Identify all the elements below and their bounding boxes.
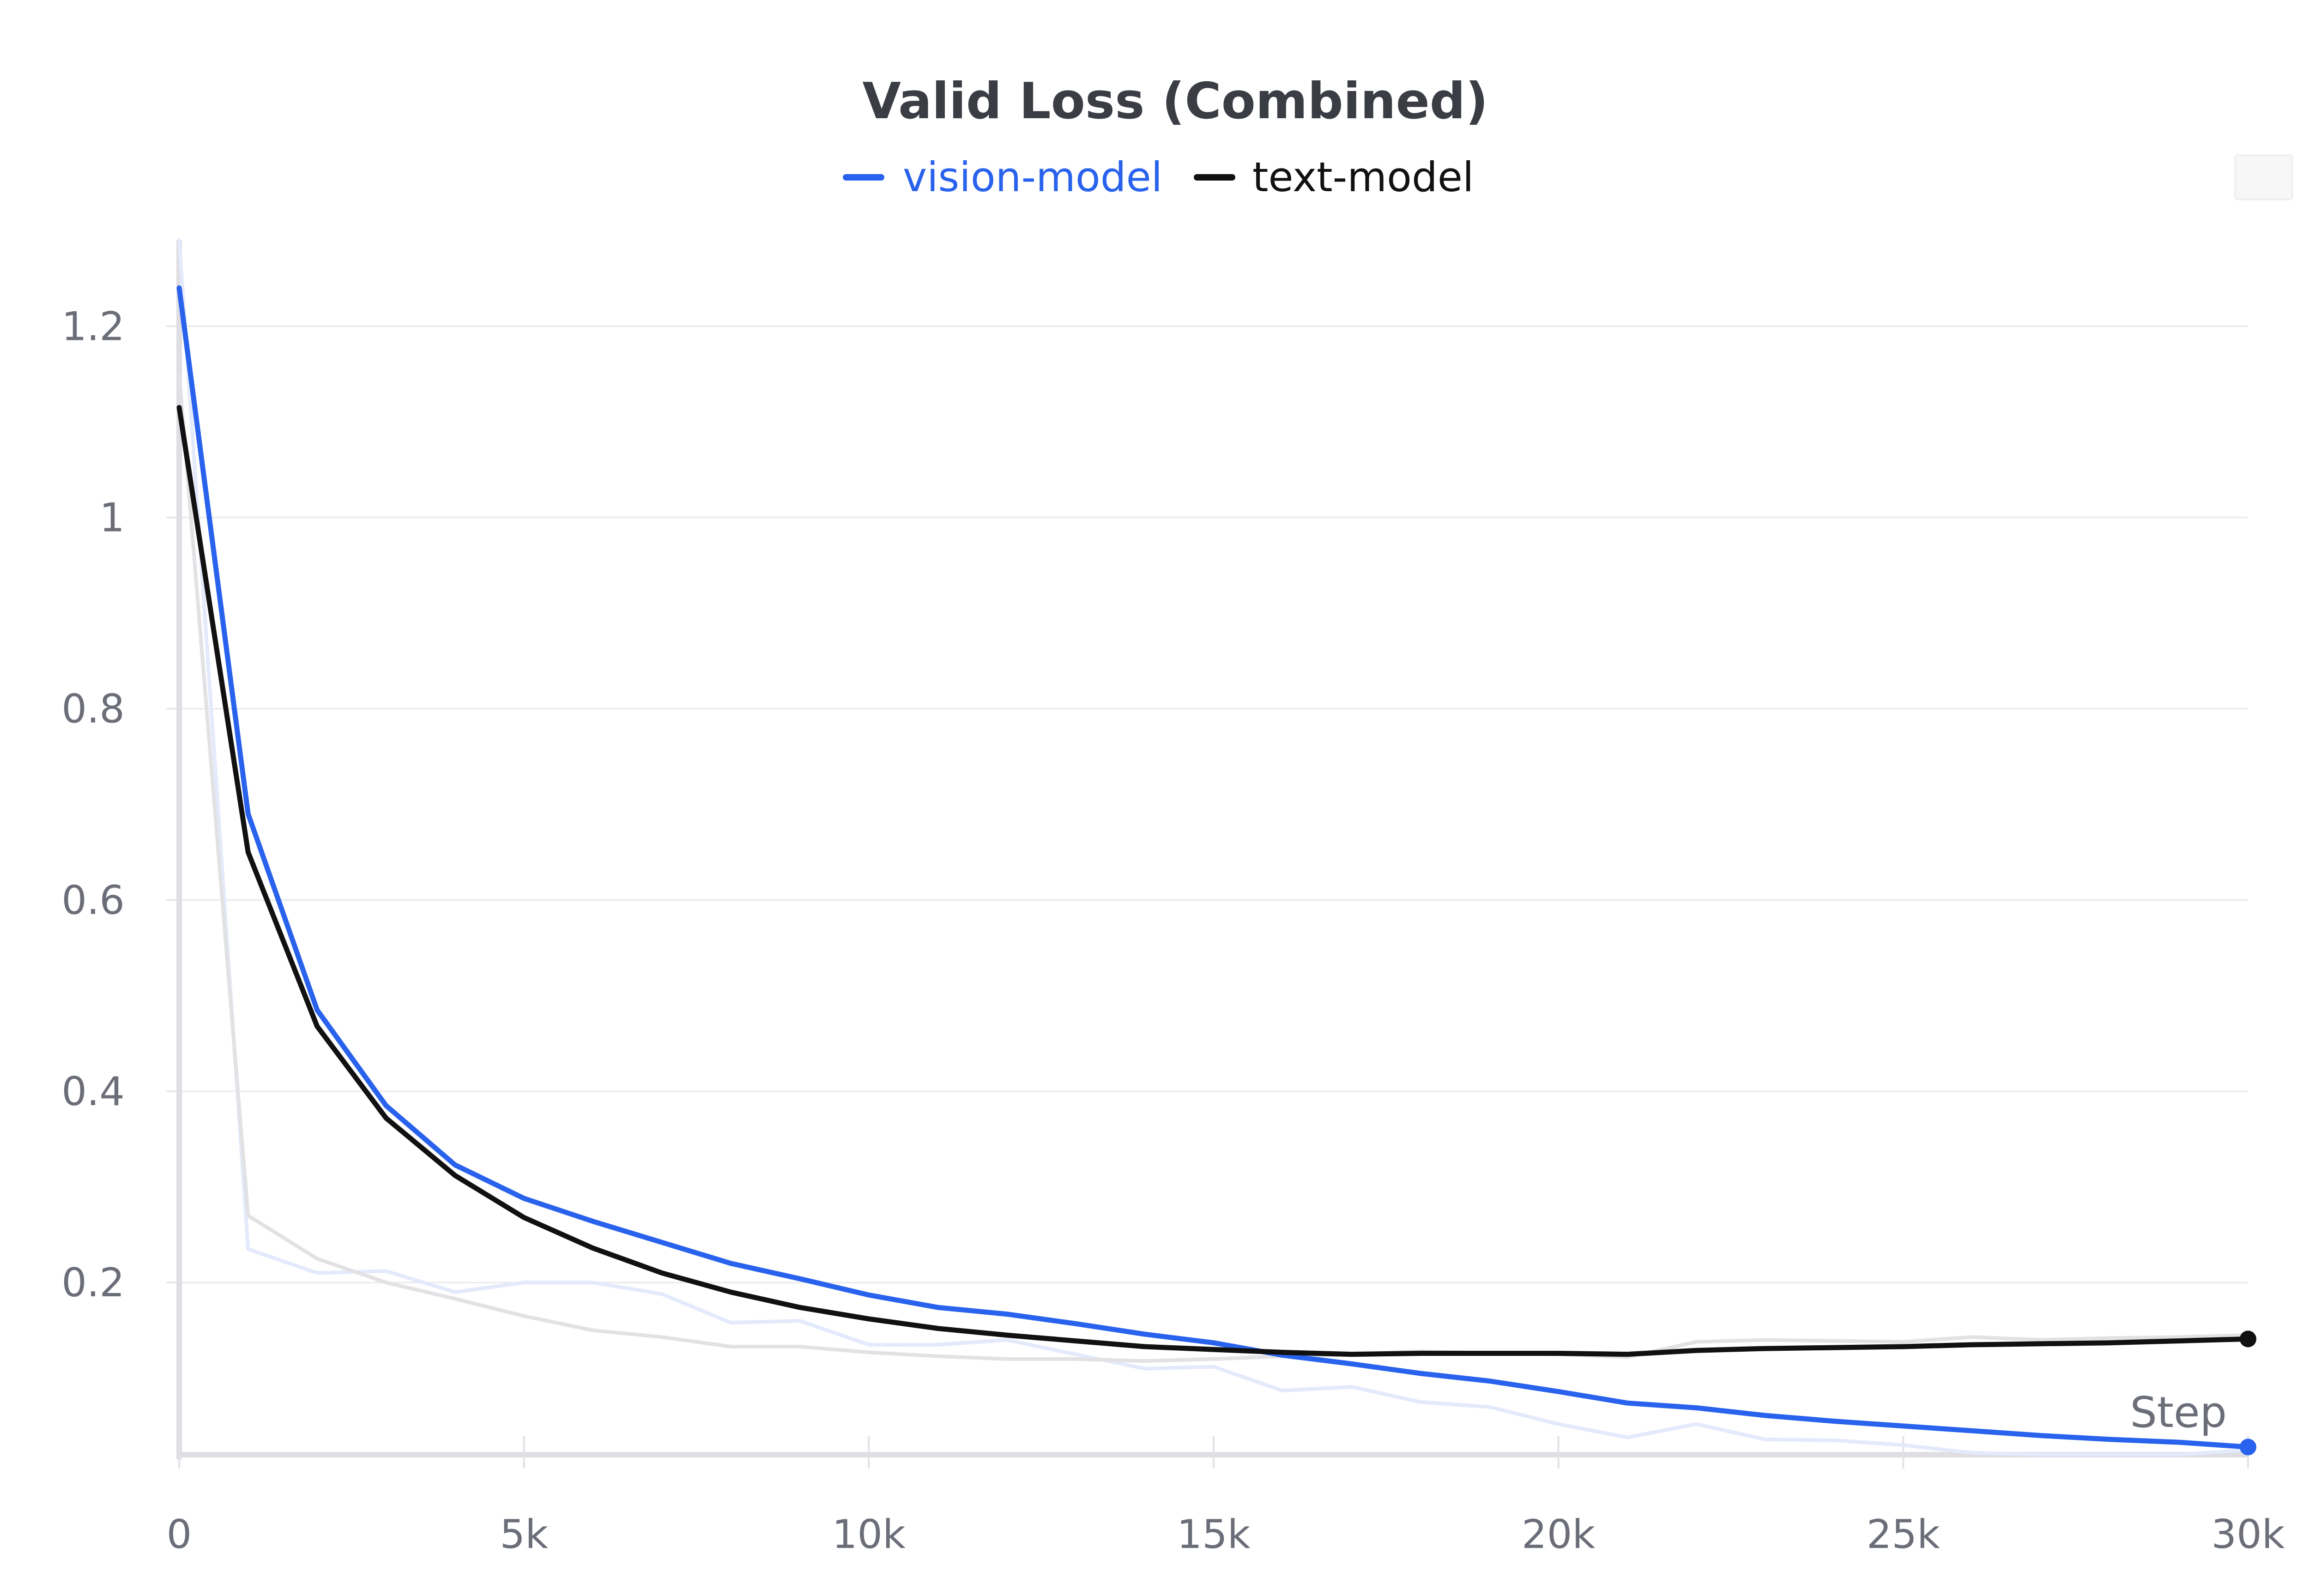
series-line-vision-model[interactable] — [176, 285, 2251, 1450]
series-endpoints — [2240, 1330, 2256, 1456]
x-tick-label: 5k — [500, 1511, 548, 1558]
y-tick-label: 0.8 — [61, 686, 125, 732]
axes — [166, 240, 2249, 1469]
chart-title: Valid Loss (Combined) — [862, 73, 1488, 130]
series-endpoint-vision-model — [2240, 1439, 2256, 1456]
x-tick-label: 0 — [167, 1511, 192, 1558]
smoothed-series — [176, 285, 2251, 1450]
x-tick-label: 30k — [2211, 1511, 2285, 1558]
tick-labels: 0.2 0.4 0.6 0.8 1 1.2 0 5k 10k 15k 20k 25k 30k — [61, 303, 2285, 1558]
raw-series — [177, 238, 2250, 1457]
y-tick-label: 0.2 — [61, 1260, 125, 1306]
legend-label-vision-model[interactable]: vision-model — [903, 153, 1162, 201]
legend-label-text-model[interactable]: text-model — [1252, 153, 1474, 201]
series-endpoint-text-model — [2240, 1330, 2256, 1348]
x-axis-title: Step — [2130, 1388, 2227, 1437]
y-tick-label: 0.4 — [61, 1069, 125, 1115]
series-line-text-model[interactable] — [176, 405, 2251, 1357]
y-tick-label: 1.2 — [61, 303, 125, 350]
raw-line-vision-model — [177, 238, 2250, 1457]
y-tick-label: 1 — [99, 495, 125, 541]
x-tick-label: 25k — [1867, 1511, 1940, 1558]
x-tick-label: 20k — [1522, 1511, 1595, 1558]
panel-control-button[interactable] — [2234, 154, 2293, 200]
x-tick-label: 15k — [1177, 1511, 1250, 1558]
legend: vision-model text-model — [843, 153, 1474, 201]
y-tick-label: 0.6 — [61, 877, 125, 924]
raw-line-text-model — [177, 372, 2250, 1363]
x-tick-label: 10k — [832, 1511, 906, 1558]
grid — [179, 325, 2248, 1283]
